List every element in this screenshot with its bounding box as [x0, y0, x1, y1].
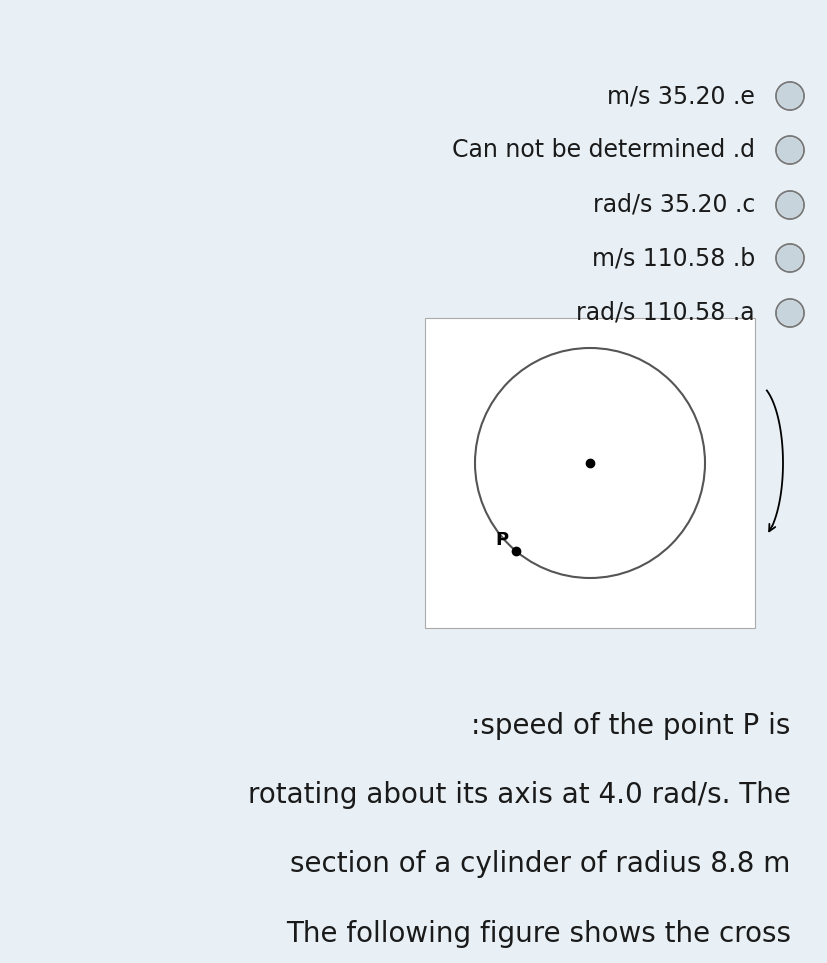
Text: P: P [495, 532, 508, 549]
Text: section of a cylinder of radius 8.8 m: section of a cylinder of radius 8.8 m [290, 850, 790, 878]
Text: rad/s 35.20 .c: rad/s 35.20 .c [592, 193, 754, 217]
Text: The following figure shows the cross: The following figure shows the cross [285, 920, 790, 948]
Text: m/s 35.20 .e: m/s 35.20 .e [606, 84, 754, 108]
Text: rad/s 110.58 .a: rad/s 110.58 .a [576, 301, 754, 325]
Circle shape [776, 137, 802, 163]
Text: m/s 110.58 .b: m/s 110.58 .b [591, 246, 754, 270]
Text: Can not be determined .d: Can not be determined .d [452, 138, 754, 162]
Bar [424, 318, 754, 628]
Text: rotating about its axis at 4.0 rad/s. The: rotating about its axis at 4.0 rad/s. Th… [247, 781, 790, 809]
Circle shape [776, 83, 802, 109]
Circle shape [776, 245, 802, 271]
Text: :speed of the point P is: :speed of the point P is [471, 712, 790, 740]
Circle shape [776, 300, 802, 326]
Circle shape [776, 192, 802, 218]
